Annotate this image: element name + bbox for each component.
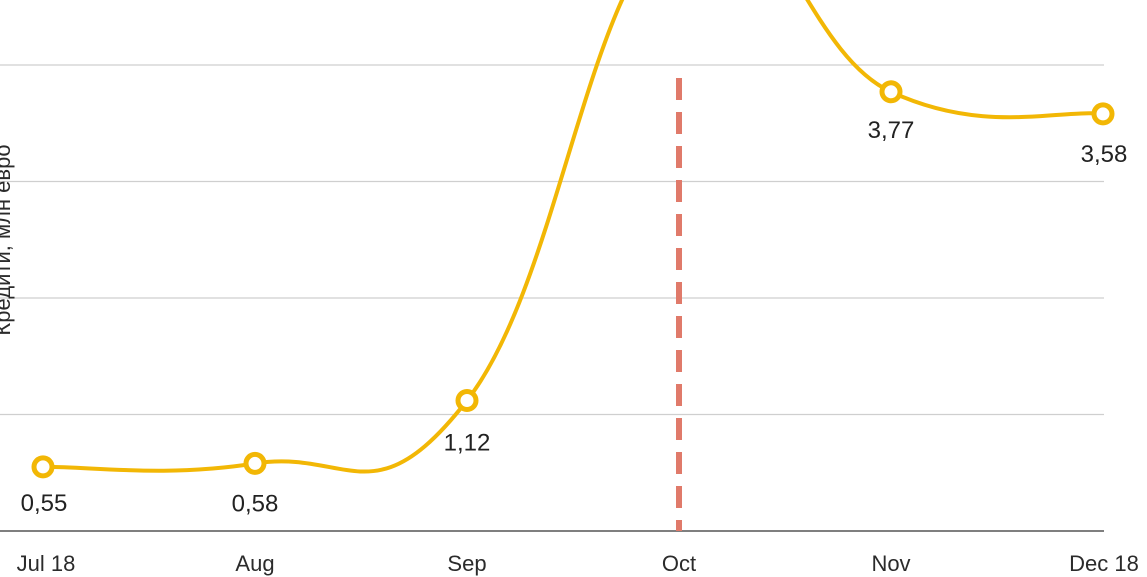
- x-tick-label: Oct: [662, 551, 696, 576]
- x-tick-labels: Jul 18 Aug Sep Oct Nov Dec 18: [17, 551, 1139, 576]
- data-point-dec-18: [1091, 102, 1115, 126]
- x-tick-label: Dec 18: [1069, 551, 1139, 576]
- y-axis-label: Кредити, млн евро: [0, 144, 15, 335]
- x-tick-label: Sep: [447, 551, 486, 576]
- data-point-aug: [243, 451, 267, 475]
- grid-lines: [0, 64, 1104, 416]
- series-layer: [31, 0, 1115, 479]
- x-tick-label: Nov: [871, 551, 910, 576]
- data-point-nov: [879, 80, 903, 104]
- data-label: 0,58: [232, 490, 279, 517]
- data-point-jul-18: [31, 455, 55, 479]
- data-label: 0,55: [21, 490, 68, 517]
- x-tick-label: Jul 18: [17, 551, 76, 576]
- series-line: [41, 0, 1105, 474]
- data-label-layer: 0,550,581,125,263,773,58: [21, 117, 1128, 518]
- data-label: 1,12: [444, 430, 491, 457]
- data-label: 3,58: [1081, 141, 1128, 168]
- x-tick-label: Aug: [235, 551, 274, 576]
- data-point-sep: [455, 389, 479, 413]
- data-label: 3,77: [868, 117, 915, 144]
